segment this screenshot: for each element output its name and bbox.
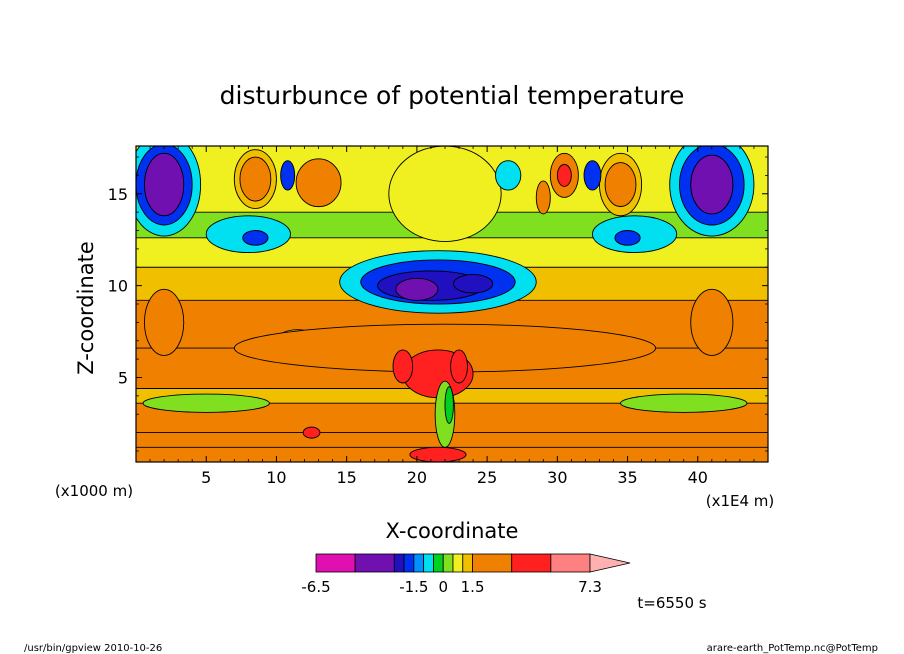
field-blob	[604, 162, 637, 208]
colorbar-tick-label: 0	[438, 578, 448, 596]
field-blob	[556, 163, 572, 187]
y-axis-label: Z-coordinate	[74, 241, 98, 375]
x-axis: 5 10 15 20 25 30 35 40	[149, 146, 755, 487]
x-tick-label: 40	[688, 468, 708, 487]
field-blob	[614, 230, 641, 246]
y-tick-label: 10	[108, 277, 128, 296]
field-blob	[392, 349, 414, 384]
y-tick-label: 15	[108, 185, 128, 204]
colorbar-bin	[413, 553, 425, 573]
colorbar-bin	[433, 553, 444, 573]
heatmap-field	[136, 146, 768, 462]
field-blob	[409, 446, 467, 462]
colorbar: -6.5 -1.5 0 1.5 7.3	[301, 553, 631, 596]
colorbar-bin	[315, 553, 356, 573]
field-blob	[535, 180, 551, 215]
x-tick-label: 30	[547, 468, 567, 487]
x-tick-label: 35	[617, 468, 637, 487]
time-label: t=6550 s	[637, 594, 706, 612]
colorbar-extension	[589, 553, 631, 573]
field-blob	[620, 393, 748, 413]
y-tick-label: 5	[118, 368, 128, 387]
field-blob	[388, 146, 502, 242]
field-blob	[142, 393, 270, 413]
x-tick-label: 25	[477, 468, 497, 487]
colorbar-bin	[511, 553, 552, 573]
colorbar-bin	[403, 553, 415, 573]
x-tick-label: 5	[201, 468, 211, 487]
field-blob	[583, 160, 602, 191]
x-tick-label: 15	[336, 468, 356, 487]
x-tick-label: 10	[266, 468, 286, 487]
y-axis: 5 10 15	[108, 156, 768, 452]
colorbar-tick-label: 7.3	[578, 578, 602, 596]
field-blob	[302, 426, 321, 439]
x-axis-label: X-coordinate	[386, 519, 519, 543]
footer-file-variable: arare-earth_PotTemp.nc@PotTemp	[707, 643, 878, 654]
colorbar-bin	[462, 553, 473, 573]
x-tick-label: 20	[407, 468, 427, 487]
colorbar-tick-label: -1.5	[399, 578, 428, 596]
field-blob	[395, 277, 439, 301]
field-blob	[239, 156, 272, 202]
field-blob	[143, 152, 185, 217]
colorbar-bin	[472, 553, 513, 573]
colorbar-tick-label: 1.5	[461, 578, 485, 596]
field-blob	[242, 230, 269, 246]
colorbar-bin	[550, 553, 591, 573]
y-unit-label: (x1000 m)	[55, 482, 133, 500]
colorbar-bin	[442, 553, 454, 573]
field-blob	[143, 288, 185, 356]
field-blob	[690, 288, 734, 356]
x-unit-label: (x1E4 m)	[706, 492, 775, 510]
colorbar-bin	[423, 553, 434, 573]
field-blob	[690, 154, 734, 215]
field-band	[136, 432, 768, 448]
chart-title: disturbunce of potential temperature	[220, 81, 685, 110]
footer-program-date: /usr/bin/gpview 2010-10-26	[24, 643, 162, 654]
colorbar-bin	[354, 553, 395, 573]
colorbar-bin	[452, 553, 464, 573]
field-blob	[495, 160, 522, 191]
field-blob	[444, 386, 454, 424]
colorbar-bin	[393, 553, 405, 573]
field-blob	[280, 160, 296, 191]
field-blob	[452, 274, 494, 294]
field-blob	[295, 158, 342, 208]
colorbar-tick-label: -6.5	[301, 578, 330, 596]
field-blob	[450, 349, 468, 384]
